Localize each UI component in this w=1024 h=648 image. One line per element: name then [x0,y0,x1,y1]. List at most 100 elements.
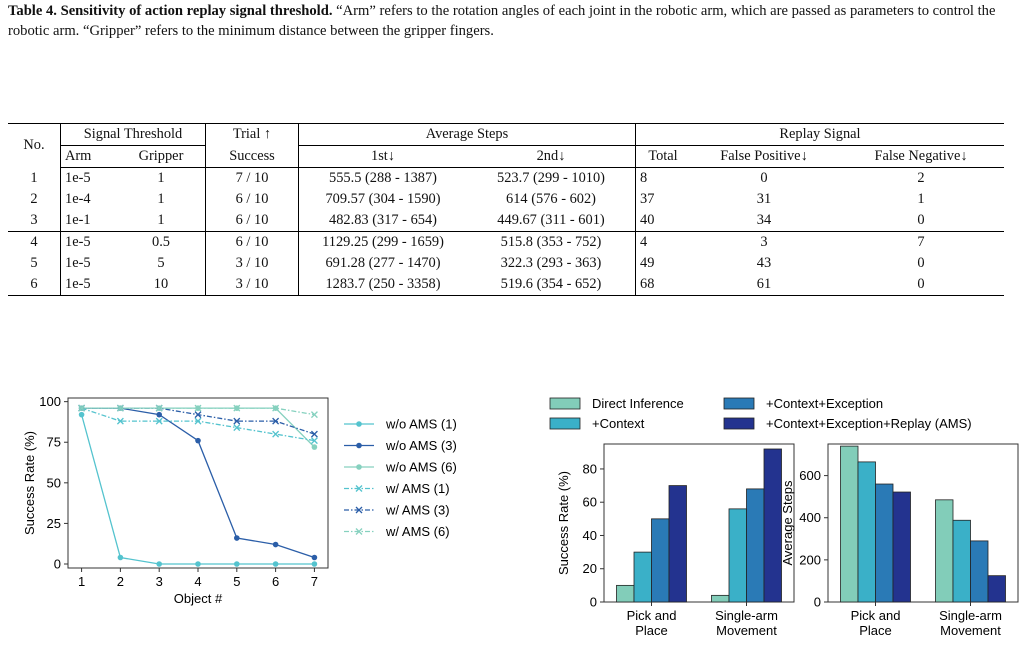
cell-success: 6 / 10 [205,210,299,232]
bar [711,594,730,603]
legend-label: w/o AMS (6) [385,460,457,475]
sensitivity-table: No. Signal Threshold Trial ↑ Average Ste… [8,123,1004,296]
plot-frame [603,443,795,603]
cell-arm: 1e-5 [65,170,91,186]
table-row: 1 1e-5 1 7 / 10 555.5 (288 - 1387) 523.7… [8,167,1004,189]
series-line [80,414,315,565]
data-point [155,417,163,425]
x-marker-stroke [194,417,202,425]
bar [728,508,747,603]
x-marker-stroke [233,404,241,412]
legend-label: w/o AMS (1) [385,417,457,432]
cell-gripper: 0.5 [117,231,206,253]
legend-marker [356,464,362,470]
x-axis-label: Object # [174,591,223,606]
cell-arm: 1e-1 [65,212,91,228]
cell-no: 1 [8,167,61,189]
legend-item: w/ AMS (6) [344,524,450,539]
data-point [195,561,201,567]
cell-gripper: 10 [117,274,206,296]
data-point [234,535,240,541]
data-point [156,561,162,567]
x-tick-label-line: Movement [716,623,777,638]
cell-false-positive: 31 [756,191,772,207]
cell-no: 4 [8,231,61,253]
cell-total: 4 [635,231,690,253]
caption-text: “Arm” refers to the rotation angles of e… [8,3,996,39]
cell-success: 3 / 10 [205,274,299,296]
x-tick-label-line: Place [859,623,892,638]
col-arm: Arm [60,145,117,168]
data-point [272,430,280,438]
y-tick-label: 40 [583,528,597,543]
cell-first: 1129.25 (299 - 1659) [298,231,467,253]
caption-label: Table 4. Sensitivity of action replay si… [8,3,333,19]
x-tick-label-line: Place [635,623,668,638]
legend-item: +Context+Exception+Replay (AMS) [723,416,972,431]
x-tick-label: Pick and Place [627,608,677,638]
legend-label: w/ AMS (6) [385,524,450,539]
y-axis-label: Average Steps [780,480,795,566]
x-marker-stroke [78,404,86,412]
data-point [272,404,280,412]
col-replay-signal: Replay Signal [635,123,1004,146]
legend-label: w/o AMS (3) [385,438,457,453]
legend-item: w/o AMS (3) [344,438,457,453]
series-w-o-ams-1- [78,411,318,567]
legend-swatch [549,397,581,410]
bar [970,540,989,603]
y-tick-label: 75 [47,435,61,450]
y-axis-label: Success Rate (%) [556,471,571,575]
x-marker-stroke [272,417,280,425]
x-marker-stroke [155,417,163,425]
cell-success: 6 / 10 [205,231,299,253]
series-w-ams-6- [78,404,318,419]
data-point [233,404,241,412]
legend-label: Direct Inference [592,396,684,411]
y-tick-label: 60 [583,495,597,510]
x-tick-label: 7 [311,574,318,589]
legend-label: +Context [592,416,645,431]
x-tick-label: Single-arm Movement [715,608,778,638]
col-false-positive: False Positive↓ [690,145,838,168]
legend-label: w/ AMS (1) [385,481,450,496]
x-tick-label: 1 [78,574,85,589]
cell-arm: 1e-5 [65,255,91,271]
series-w-ams-1- [78,404,318,445]
y-tick-label: 80 [583,461,597,476]
y-axis-label: Success Rate (%) [22,431,37,535]
legend-marker [356,421,362,427]
legend-marker [355,506,363,514]
data-point [311,444,318,450]
cell-false-positive: 3 [690,231,838,253]
data-point [310,411,318,419]
x-tick-label-line: Pick and [627,608,677,623]
cell-arm: 1e-5 [60,231,117,253]
y-tick-label: 50 [47,475,61,490]
data-point [116,417,124,425]
bar [616,584,635,603]
cell-no: 5 [8,253,61,274]
y-tick-label: 20 [583,561,597,576]
legend-item: +Context+Exception [723,396,883,411]
cell-no: 2 [8,189,61,210]
cell-first: 709.57 (304 - 1590) [325,191,441,207]
cell-gripper: 5 [117,253,206,274]
plot-frame [67,397,329,569]
cell-total: 40 [640,212,655,228]
bar [935,499,954,603]
legend-label: +Context+Exception+Replay (AMS) [766,416,972,431]
legend-item: +Context [549,416,645,431]
cell-gripper: 1 [117,167,206,189]
legend-marker [355,528,363,535]
x-marker-stroke [310,411,318,419]
x-marker-stroke [194,411,202,419]
col-gripper: Gripper [117,145,206,168]
legend-label: +Context+Exception [766,396,883,411]
data-point [310,437,318,445]
cell-false-positive: 61 [690,274,838,296]
x-tick-label-line: Pick and [851,608,901,623]
y-tick-label: 25 [47,516,61,531]
x-marker-stroke [155,404,163,412]
